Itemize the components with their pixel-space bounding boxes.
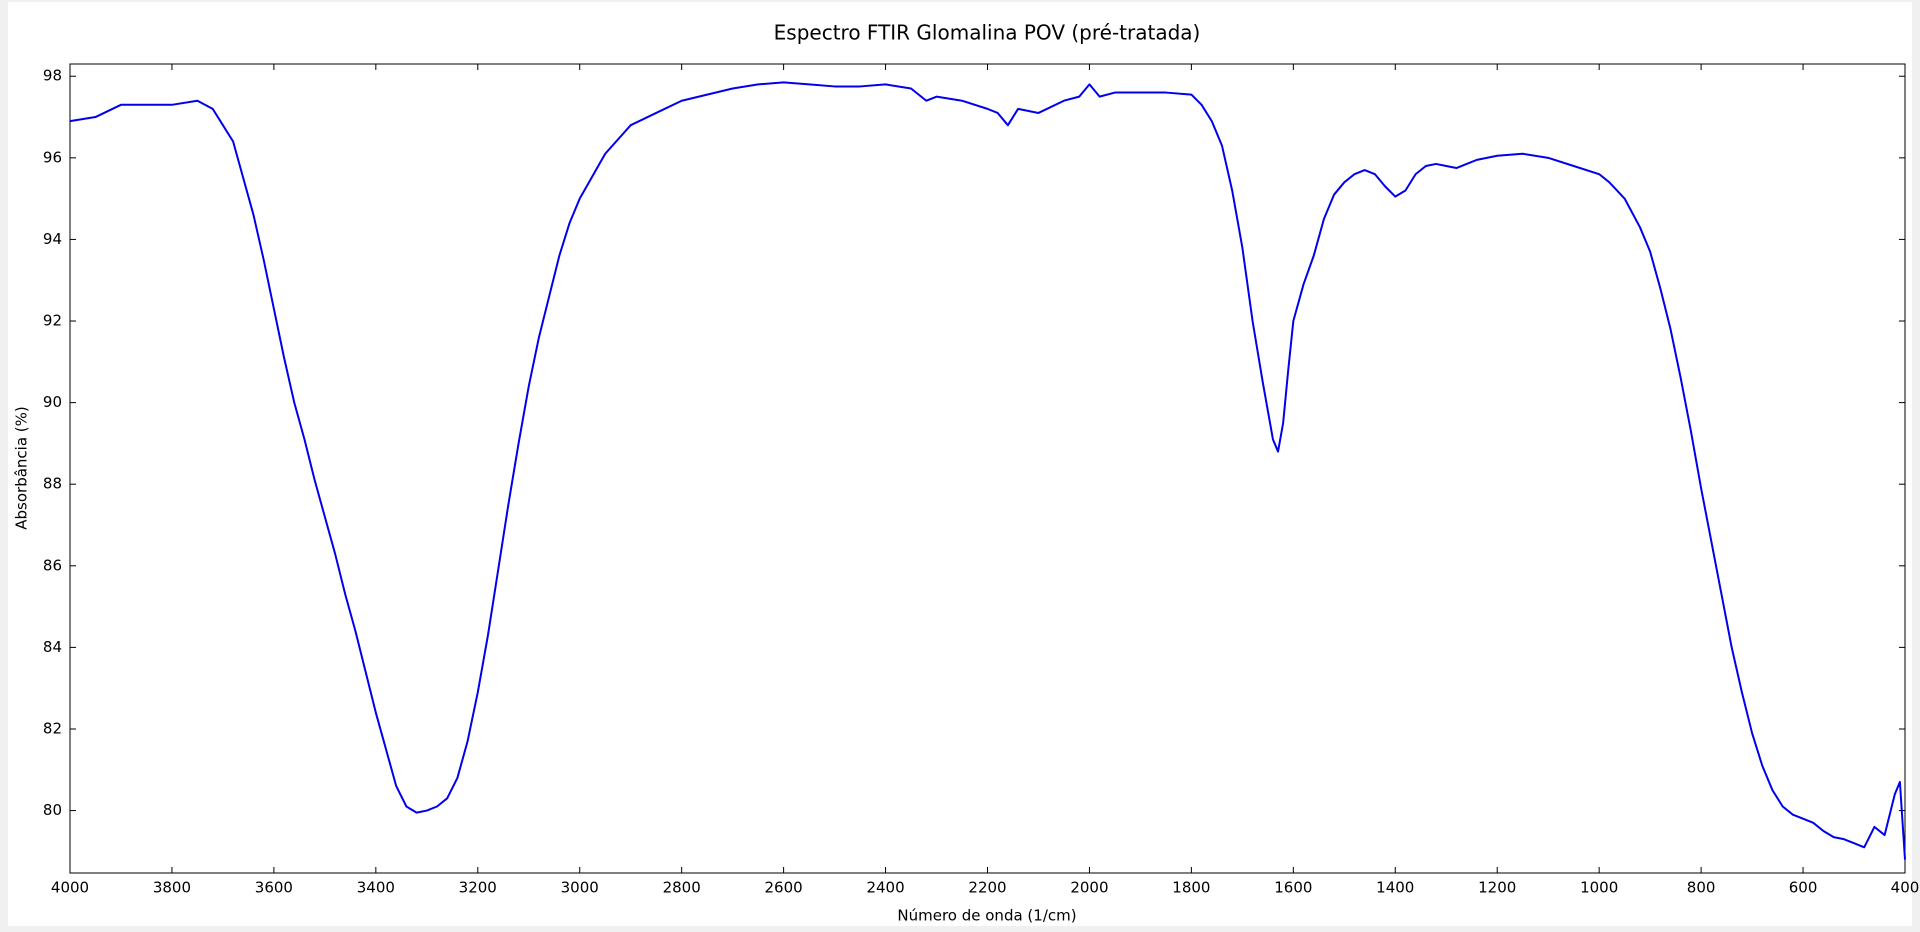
y-tick-label: 82 xyxy=(43,719,62,737)
x-tick-label: 1200 xyxy=(1478,879,1516,897)
x-tick-label: 1400 xyxy=(1376,879,1414,897)
x-tick-label: 3600 xyxy=(255,879,293,897)
data-line xyxy=(69,81,1906,860)
y-tick-label: 80 xyxy=(43,801,62,819)
y-tick-label: 86 xyxy=(43,556,62,574)
x-tick-label: 2400 xyxy=(866,879,904,897)
y-tick-label: 90 xyxy=(43,393,62,411)
y-tick-label: 92 xyxy=(43,312,62,330)
x-tick-label: 3000 xyxy=(561,879,599,897)
y-tick-label: 88 xyxy=(43,475,62,493)
y-tick-label: 94 xyxy=(43,230,62,248)
x-tick-label: 2200 xyxy=(968,879,1006,897)
x-tick-label: 3800 xyxy=(153,879,191,897)
x-tick-label: 3200 xyxy=(459,879,497,897)
plot-frame xyxy=(69,63,1906,874)
x-tick-label: 1000 xyxy=(1580,879,1618,897)
x-tick-label: 3400 xyxy=(357,879,395,897)
x-tick-label: 2000 xyxy=(1070,879,1108,897)
y-tick-label: 96 xyxy=(43,148,62,166)
x-tick-label: 2800 xyxy=(663,879,701,897)
x-axis-label: Número de onda (1/cm) xyxy=(897,907,1076,925)
chart-title: Espectro FTIR Glomalina POV (pré-tratada… xyxy=(774,21,1201,45)
x-tick-label: 800 xyxy=(1687,879,1716,897)
y-axis-label: Absorbância (%) xyxy=(13,406,31,530)
y-tick-label: 98 xyxy=(43,67,62,85)
x-tick-label: 2600 xyxy=(765,879,803,897)
x-tick-label: 4000 xyxy=(51,879,89,897)
x-tick-label: 400 xyxy=(1891,879,1920,897)
y-tick-label: 84 xyxy=(43,638,62,656)
x-tick-label: 1600 xyxy=(1274,879,1312,897)
x-tick-label: 1800 xyxy=(1172,879,1210,897)
x-tick-label: 600 xyxy=(1789,879,1818,897)
